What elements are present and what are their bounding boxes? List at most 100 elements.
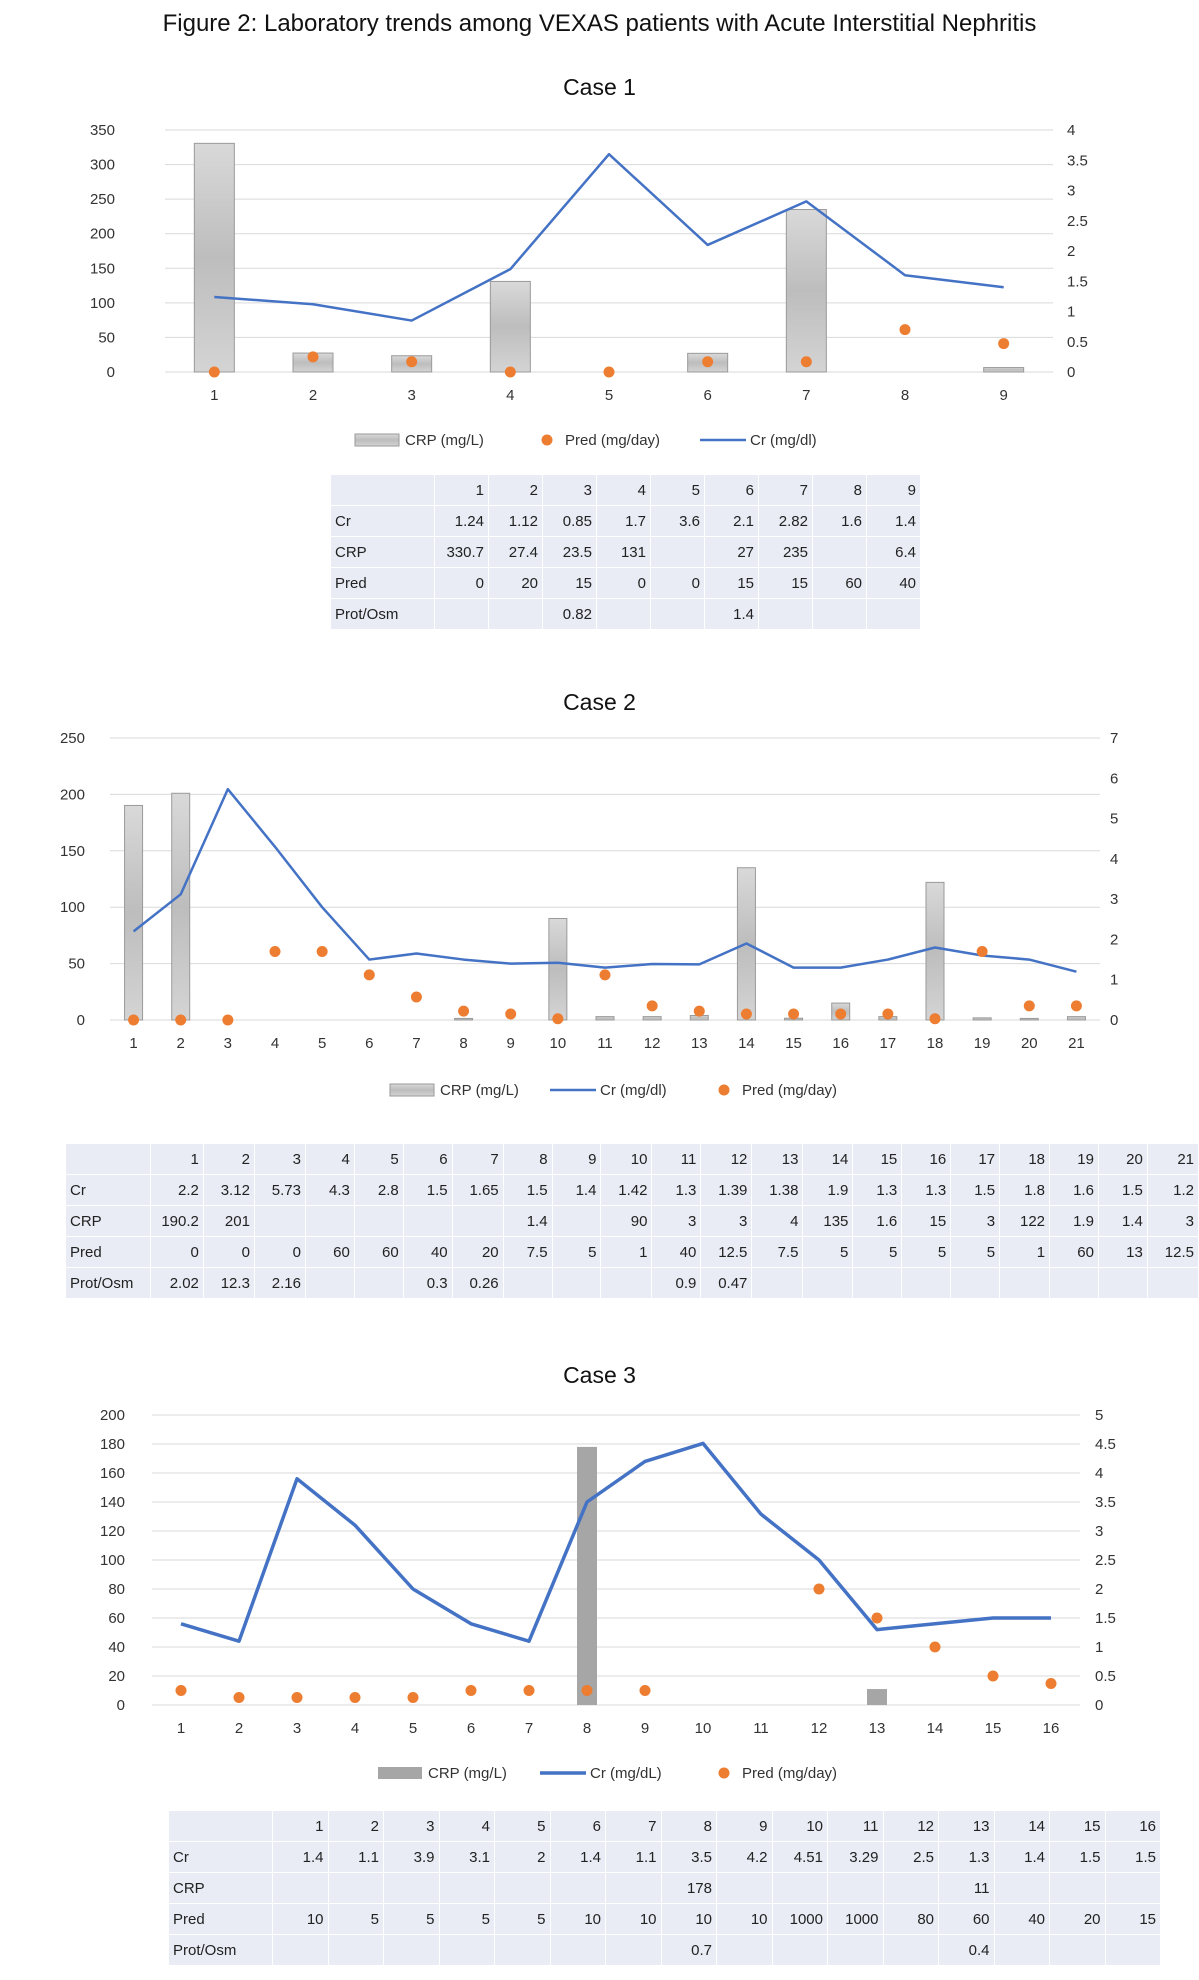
x-tick-label: 15 — [785, 1035, 802, 1052]
column-header: 11 — [827, 1810, 884, 1842]
legend-dot-swatch — [718, 1767, 730, 1779]
pred-point — [976, 946, 988, 958]
y-right-tick-label: 4 — [1095, 1465, 1103, 1482]
table-cell — [596, 598, 651, 630]
table-cell: 1.42 — [600, 1174, 653, 1206]
table-cell: 1.4 — [502, 1205, 553, 1237]
table-cell: 1.4 — [272, 1841, 329, 1873]
pred-point — [871, 1612, 883, 1624]
y-right-tick-label: 7 — [1110, 730, 1118, 747]
x-tick-label: 3 — [293, 1720, 301, 1737]
table-cell: 5.73 — [253, 1174, 306, 1206]
crp-bar — [1019, 1017, 1039, 1021]
y-right-tick-label: 4 — [1110, 851, 1118, 868]
table-cell: 0.4 — [938, 1934, 995, 1966]
pred-point — [882, 1008, 894, 1020]
x-tick-label: 18 — [927, 1035, 944, 1052]
table-cell — [549, 1934, 606, 1966]
table-cell — [549, 1872, 606, 1904]
table-cell: 0.7 — [660, 1934, 717, 1966]
column-header: 13 — [938, 1810, 995, 1842]
column-header: 6 — [549, 1810, 606, 1842]
y-right-tick-label: 5 — [1095, 1407, 1103, 1424]
table-cell: 12.5 — [700, 1236, 753, 1268]
column-header: 3 — [253, 1143, 306, 1175]
table-cell: 5 — [901, 1236, 952, 1268]
column-header: 13 — [751, 1143, 804, 1175]
column-header: 9 — [866, 474, 921, 506]
table-cell: 7.5 — [502, 1236, 553, 1268]
table-cell: 0.85 — [542, 505, 597, 537]
y-right-tick-label: 1 — [1095, 1639, 1103, 1656]
table-cell — [1104, 1934, 1161, 1966]
column-header: 14 — [993, 1810, 1050, 1842]
table-cell: 0.3 — [402, 1267, 453, 1299]
column-header: 7 — [758, 474, 813, 506]
y-left-tick-label: 120 — [100, 1523, 125, 1540]
y-left-tick-label: 140 — [100, 1494, 125, 1511]
table-cell — [751, 1267, 804, 1299]
chart-title: Case 1 — [563, 74, 636, 100]
x-tick-label: 10 — [695, 1720, 712, 1737]
x-tick-label: 1 — [177, 1720, 185, 1737]
table-row: Cr 2.2 3.12 5.73 4.3 2.8 1.5 1.65 1.5 1.4 1.42 1.3 1… — [65, 1174, 1199, 1206]
x-tick-label: 5 — [409, 1720, 417, 1737]
x-tick-label: 16 — [1043, 1720, 1060, 1737]
column-header: 8 — [812, 474, 867, 506]
x-tick-label: 13 — [691, 1035, 708, 1052]
table-cell — [327, 1872, 384, 1904]
legend-dot-swatch — [541, 434, 553, 446]
legend-item: Pred (mg/day) — [541, 432, 660, 449]
table-cell: 3.29 — [827, 1841, 884, 1873]
pred-point — [307, 351, 319, 363]
table-cell: 3 — [700, 1205, 753, 1237]
pred-point — [222, 1014, 234, 1026]
case-2-data-table: 1 2 3 4 5 6 7 8 9 10 11 12 13 14 15 16 17 18 19 20 21 Cr 2.2 3.… — [65, 1143, 1199, 1299]
table-cell — [438, 1934, 495, 1966]
table-cell: 40 — [993, 1903, 1050, 1935]
table-cell: 5 — [802, 1236, 854, 1268]
y-left-tick-label: 350 — [90, 122, 115, 139]
table-cell — [383, 1872, 440, 1904]
legend-label: Cr (mg/dl) — [750, 432, 817, 449]
table-cell: 178 — [660, 1872, 717, 1904]
table-cell: 1000 — [827, 1903, 884, 1935]
table-cell — [494, 1872, 551, 1904]
table-cell: 1.65 — [451, 1174, 504, 1206]
column-header: 20 — [1097, 1143, 1148, 1175]
x-tick-label: 1 — [210, 387, 218, 404]
x-tick-label: 6 — [365, 1035, 373, 1052]
x-tick-label: 11 — [753, 1720, 769, 1737]
table-cell: 80 — [882, 1903, 939, 1935]
row-label: CRP — [65, 1205, 151, 1237]
y-left-tick-label: 200 — [100, 1407, 125, 1424]
table-corner-cell — [168, 1810, 273, 1842]
table-cell: 1.5 — [1097, 1174, 1148, 1206]
column-header: 1 — [272, 1810, 329, 1842]
x-tick-label: 2 — [177, 1035, 185, 1052]
table-cell — [950, 1267, 1001, 1299]
y-right-tick-label: 3.5 — [1067, 152, 1088, 169]
table-cell: 60 — [304, 1236, 355, 1268]
table-cell — [812, 598, 867, 630]
legend-label: Pred (mg/day) — [742, 1082, 837, 1099]
y-left-tick-label: 150 — [60, 843, 85, 860]
legend-label: Pred (mg/day) — [565, 432, 660, 449]
x-tick-label: 8 — [901, 387, 909, 404]
table-cell: 1.9 — [802, 1174, 854, 1206]
y-left-tick-label: 300 — [90, 157, 115, 174]
column-header: 3 — [542, 474, 597, 506]
table-cell: 1 — [600, 1236, 653, 1268]
column-header: 17 — [950, 1143, 1001, 1175]
table-cell — [1104, 1872, 1161, 1904]
pred-point — [813, 1583, 825, 1595]
pred-point — [581, 1685, 593, 1696]
pred-point — [406, 356, 418, 368]
table-cell: 0.9 — [651, 1267, 702, 1299]
table-row: CRP 330.7 27.4 23.5 131 27 235 6.4 — [330, 536, 921, 568]
crp-bar — [1066, 1016, 1086, 1021]
column-header: 3 — [383, 1810, 440, 1842]
column-header: 4 — [438, 1810, 495, 1842]
crp-bar — [171, 792, 191, 1021]
table-cell: 11 — [938, 1872, 995, 1904]
